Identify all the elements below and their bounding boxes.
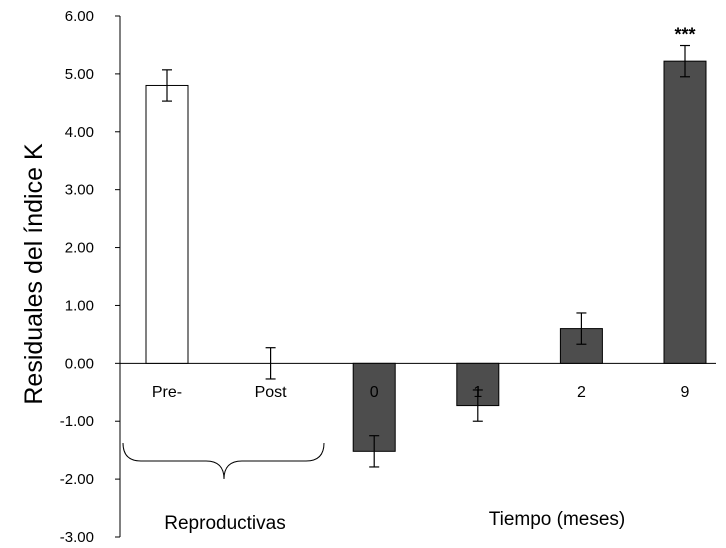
reproductivas-brace — [122, 442, 325, 480]
group-label-reproductivas: Reproductivas — [164, 513, 285, 534]
category-label: 2 — [577, 384, 586, 401]
category-label: 1 — [473, 384, 482, 401]
y-tick-label: -2.00 — [60, 471, 94, 488]
category-label: 9 — [681, 384, 690, 401]
y-tick-label: 6.00 — [65, 8, 94, 25]
y-tick-label: 1.00 — [65, 297, 94, 314]
y-axis-label: Residuales del índice K — [20, 143, 48, 405]
category-labels: Pre- Post 0 1 2 9 — [152, 384, 690, 401]
y-tick-label: -3.00 — [60, 529, 94, 546]
y-tick-label: 2.00 — [65, 240, 94, 257]
y-axis-ticks: 6.00 5.00 4.00 3.00 2.00 1.00 0.00 -1.00 -2.00 -3… — [60, 8, 120, 546]
category-label: 0 — [370, 384, 379, 401]
category-label: Post — [255, 384, 288, 401]
significance-annotation: *** — [674, 25, 695, 45]
category-label: Pre- — [152, 384, 182, 401]
y-tick-label: 4.00 — [65, 124, 94, 141]
y-tick-label: -1.00 — [60, 413, 94, 430]
bars: *** — [145, 25, 707, 468]
group-label-tiempo: Tiempo (meses) — [489, 509, 626, 530]
y-tick-label: 0.00 — [65, 355, 94, 372]
bar — [145, 84, 189, 364]
y-tick-label: 3.00 — [65, 182, 94, 199]
bar — [663, 60, 707, 364]
y-tick-label: 5.00 — [65, 66, 94, 83]
